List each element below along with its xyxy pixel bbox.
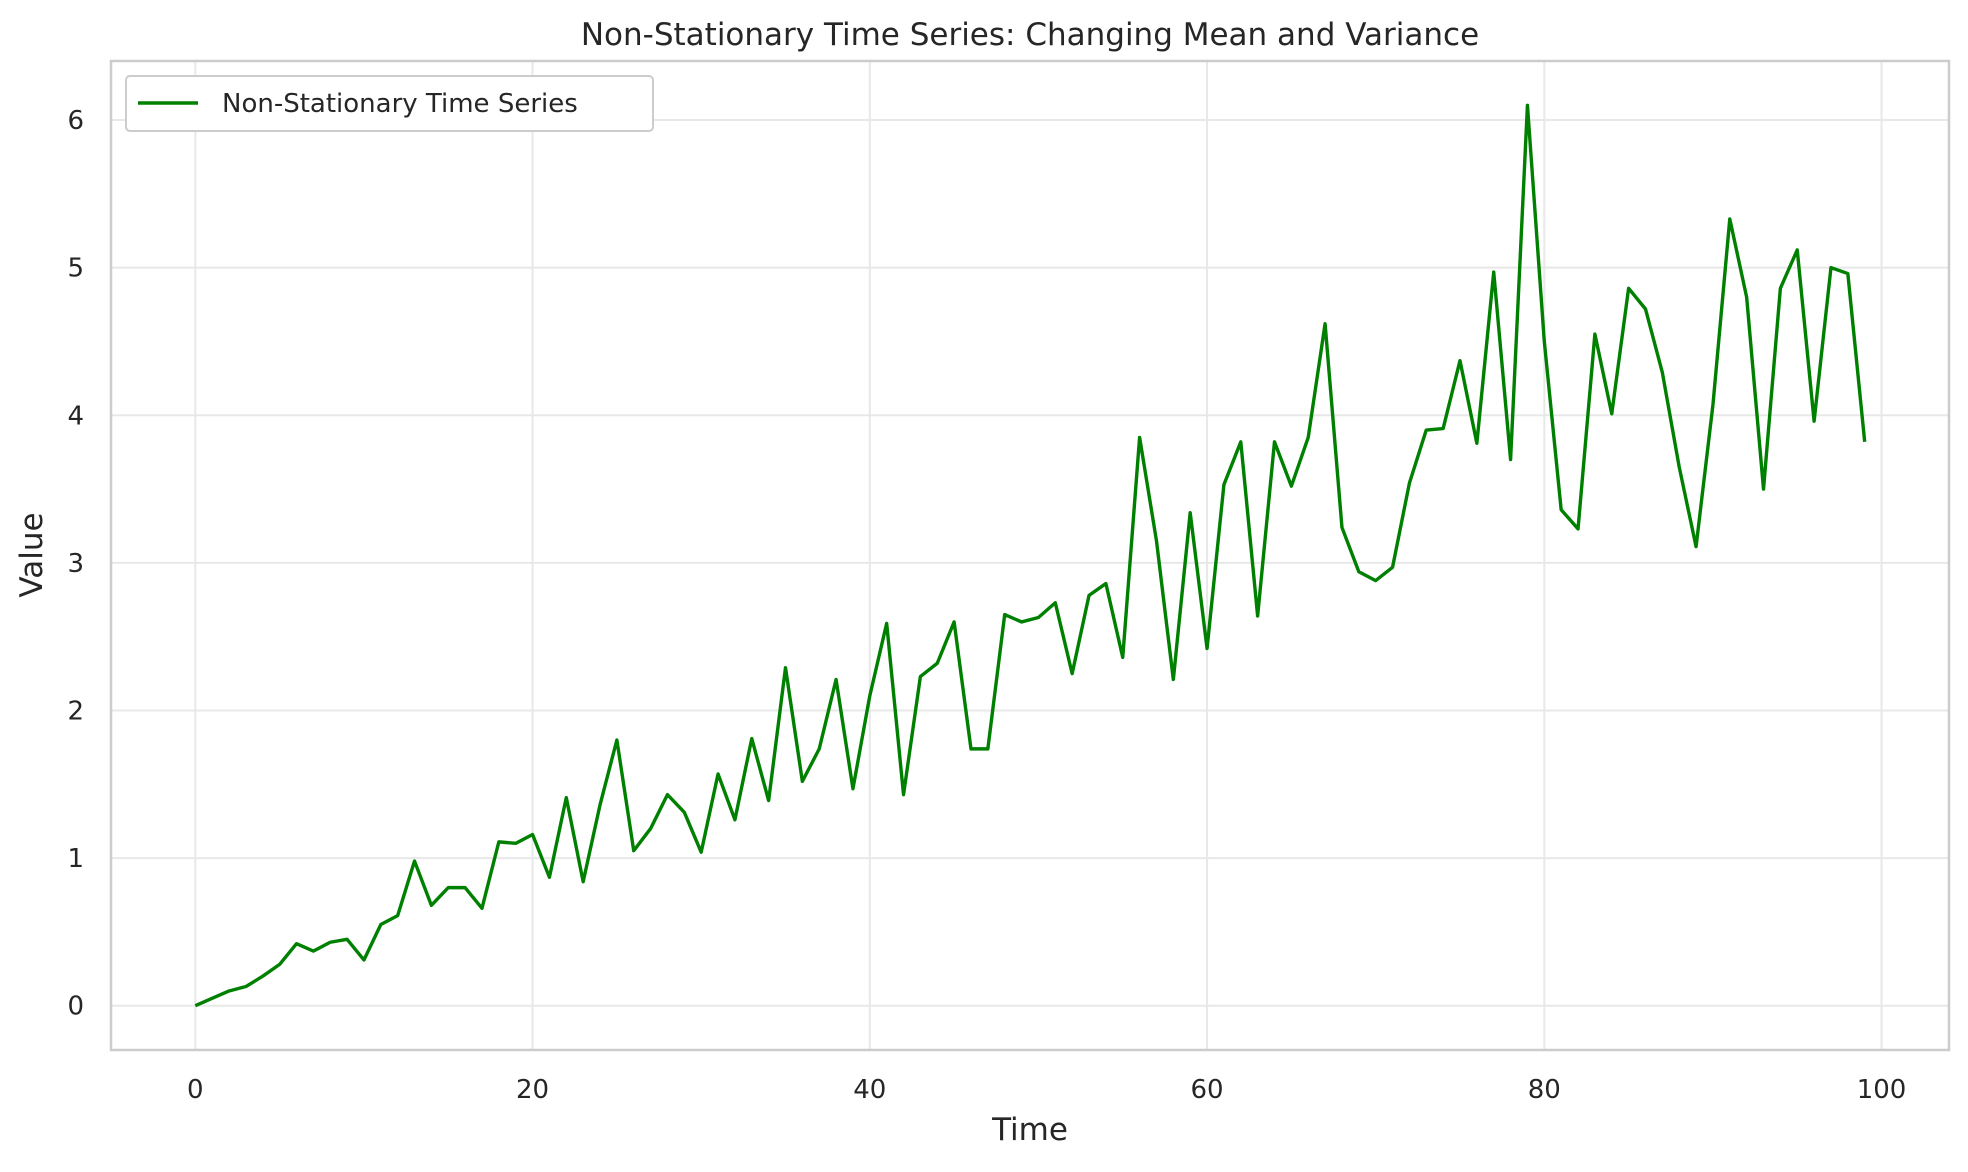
x-tick-label: 40 [853,1075,886,1105]
legend: Non-Stationary Time Series [125,75,654,132]
legend-label: Non-Stationary Time Series [222,89,578,119]
series-line [194,103,1867,1008]
x-tick-label: 60 [1191,1075,1224,1105]
plot-area [109,59,1951,1052]
x-tick-label: 0 [187,1075,204,1105]
x-axis-ticks: 0 20 40 60 80 100 [187,1075,1906,1105]
y-tick-label: 1 [67,844,84,874]
x-tick-label: 80 [1528,1075,1561,1105]
y-tick-label: 0 [67,992,84,1022]
y-tick-label: 4 [67,401,84,431]
grid-lines [111,61,1949,1050]
x-tick-label: 20 [516,1075,549,1105]
x-tick-label: 100 [1857,1075,1907,1105]
y-axis-ticks: 0 1 2 3 4 5 6 [67,106,84,1022]
y-tick-label: 3 [67,549,84,579]
y-tick-label: 2 [67,696,84,726]
x-axis-label: Time [991,1112,1068,1148]
y-tick-label: 6 [67,106,84,136]
y-tick-label: 5 [67,254,84,284]
y-axis-label: Value [14,512,50,597]
series-layer [194,103,1867,1008]
legend-box [125,75,654,132]
chart-title: Non-Stationary Time Series: Changing Mea… [581,17,1479,53]
